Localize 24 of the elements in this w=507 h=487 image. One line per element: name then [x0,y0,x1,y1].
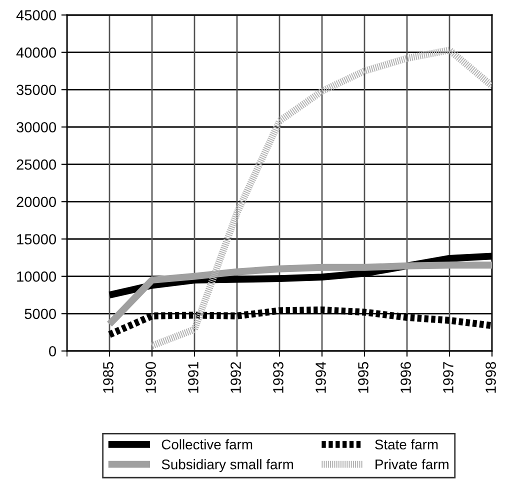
y-tick-label: 30000 [16,122,56,132]
x-tick-label: 1992 [230,362,241,393]
y-tick-label: 35000 [16,84,56,96]
y-tick-label: 5000 [24,308,56,320]
y-tick-label: 40000 [16,47,56,58]
y-tick-label: 0 [49,346,56,356]
x-tick-label: 1985 [103,362,114,393]
y-tick-label: 25000 [16,159,56,170]
x-tick-label: 1994 [316,362,326,393]
x-tick-label: 1996 [400,362,411,393]
legend-label: Subsidiary small farm [162,459,293,472]
x-tick-label: 1995 [358,362,368,393]
x-tick-label: 1997 [443,362,454,393]
legend-label: State farm [375,439,438,450]
legend-label: Collective farm [162,439,252,450]
x-tick-label: 1991 [188,362,198,393]
x-tick-label: 1990 [146,362,156,393]
y-tick-label: 45000 [16,10,56,20]
legend-label: Private farm [376,459,448,470]
x-tick-label: 1998 [486,362,496,393]
x-tick-label: 1993 [273,362,284,393]
y-tick-label: 10000 [17,271,56,282]
y-tick-label: 20000 [16,196,56,208]
y-tick-label: 15000 [17,234,56,244]
